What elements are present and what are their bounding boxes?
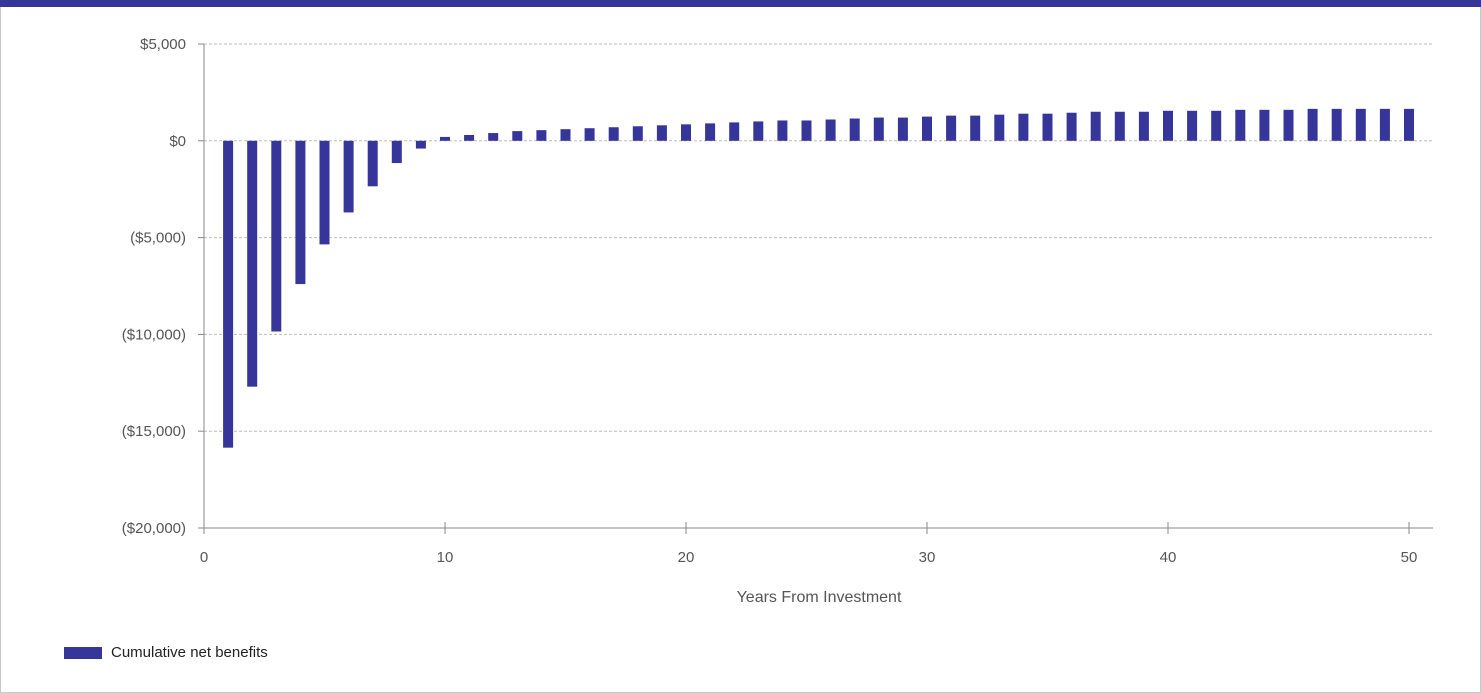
bar-year-23 [753,121,764,141]
bar-year-11 [464,134,475,141]
bars [223,108,1414,448]
bar-year-3 [271,140,282,332]
legend-label: Cumulative net benefits [111,644,268,661]
x-tick-label: 10 [437,549,454,566]
bar-year-16 [584,128,595,141]
legend-swatch [64,646,102,659]
bar-year-15 [560,129,571,141]
y-axis-tick-labels: $5,000 $0 ($5,000) ($10,000) ($15,000) ($20,0… [122,36,186,537]
bar-year-30 [922,116,932,141]
bar-year-45 [1283,109,1294,141]
x-tick-label: 50 [1401,549,1418,566]
axes [198,43,1433,534]
y-tick-label: ($10,000) [122,326,186,343]
y-tick-label: $0 [169,133,186,150]
y-tick-label: ($15,000) [122,423,186,440]
bar-year-35 [1042,113,1053,141]
bar-year-38 [1114,111,1125,141]
x-tick-label: 20 [678,549,695,566]
bar-year-24 [777,120,788,141]
bar-year-43 [1235,109,1246,141]
bar-year-17 [608,127,619,141]
bar-year-39 [1138,111,1149,141]
bar-year-41 [1187,110,1198,141]
bar-year-7 [367,140,378,187]
bar-year-5 [319,140,330,245]
x-tick-label: 40 [1160,549,1177,566]
y-tick-label: ($5,000) [130,230,186,247]
bar-year-22 [729,122,740,141]
bar-year-2 [247,140,258,387]
bar-year-19 [656,125,667,141]
bar-year-12 [488,133,499,141]
x-tick-label: 30 [919,549,936,566]
bar-year-25 [801,120,812,141]
bar-year-48 [1355,108,1366,141]
bar-year-37 [1090,111,1101,141]
bar-year-49 [1379,108,1390,141]
bar-year-10 [440,136,450,141]
bar-year-13 [512,131,523,141]
bar-year-36 [1066,112,1077,141]
bar-year-34 [1018,113,1029,141]
bar-year-8 [391,140,402,164]
bar-year-26 [825,119,836,141]
bar-year-32 [970,115,981,141]
bar-year-42 [1211,110,1222,141]
x-axis-title: Years From Investment [737,589,902,606]
bar-year-44 [1259,109,1270,141]
bar-year-9 [415,140,426,149]
bar-year-28 [873,117,884,141]
legend: Cumulative net benefits [64,644,268,661]
x-tick-label: 0 [200,549,208,566]
bar-year-50 [1404,108,1414,141]
bar-year-1 [223,140,234,448]
y-tick-label: $5,000 [140,36,186,53]
bar-year-40 [1163,110,1173,141]
x-axis-tick-labels: 0 10 20 30 40 50 [200,549,1418,566]
bar-year-21 [705,123,716,141]
bar-year-4 [295,140,306,285]
bar-year-14 [536,130,547,141]
bar-year-47 [1331,108,1342,141]
header-bar [0,0,1481,7]
bar-year-27 [849,118,860,141]
bar-year-31 [946,115,957,141]
grid-lines [204,43,1433,432]
bar-year-6 [343,140,354,213]
bar-year-20 [681,124,691,141]
bar-year-29 [897,117,908,141]
bar-year-46 [1307,108,1318,141]
y-tick-label: ($20,000) [122,520,186,537]
bar-year-33 [994,114,1005,141]
bar-year-18 [632,126,643,141]
